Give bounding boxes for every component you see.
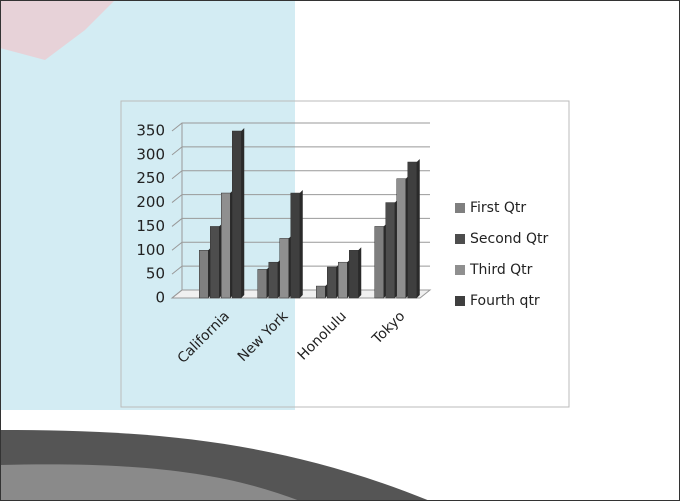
bar-side bbox=[241, 128, 245, 298]
cyan-panel bbox=[0, 0, 295, 410]
bar bbox=[257, 269, 267, 299]
legend-swatch bbox=[455, 234, 465, 244]
grid-line bbox=[171, 122, 430, 132]
legend-label: Third Qtr bbox=[469, 262, 533, 278]
bar-side bbox=[358, 247, 362, 298]
grid-line bbox=[171, 170, 430, 180]
legend-swatch bbox=[455, 265, 465, 275]
grid-line bbox=[171, 217, 430, 227]
legend-label: Second Qtr bbox=[470, 231, 548, 247]
y-tick-label: 0 bbox=[155, 289, 165, 307]
bar bbox=[232, 130, 242, 299]
bar bbox=[316, 285, 326, 299]
bar bbox=[268, 261, 278, 299]
bar bbox=[349, 250, 359, 299]
y-tick-label: 100 bbox=[136, 241, 165, 259]
legend-label: Fourth qtr bbox=[470, 293, 540, 309]
y-tick-label: 250 bbox=[136, 169, 165, 187]
bar bbox=[338, 261, 348, 299]
bar bbox=[199, 250, 209, 299]
y-tick-label: 300 bbox=[136, 145, 165, 163]
y-tick-label: 150 bbox=[136, 217, 165, 235]
bar bbox=[374, 226, 384, 299]
y-tick-label: 50 bbox=[146, 265, 165, 283]
grid-line bbox=[171, 146, 430, 156]
legend-label: First Qtr bbox=[470, 200, 526, 216]
pink-shape bbox=[0, 0, 115, 60]
bar bbox=[210, 226, 220, 299]
bar bbox=[385, 202, 395, 299]
bottom-swoosh-light bbox=[0, 464, 300, 501]
bar bbox=[221, 192, 231, 299]
bar bbox=[407, 161, 417, 299]
y-tick-label: 200 bbox=[136, 193, 165, 211]
bar bbox=[290, 192, 300, 299]
legend-swatch bbox=[455, 203, 465, 213]
legend-swatch bbox=[455, 296, 465, 306]
grid-line bbox=[171, 241, 430, 251]
grid-line bbox=[171, 194, 430, 203]
y-tick-label: 350 bbox=[136, 122, 165, 140]
bar bbox=[279, 238, 289, 299]
bar-side bbox=[299, 190, 303, 298]
chart-frame bbox=[120, 100, 570, 408]
bar-side bbox=[416, 159, 420, 298]
bar bbox=[396, 178, 406, 299]
bar bbox=[327, 266, 337, 299]
